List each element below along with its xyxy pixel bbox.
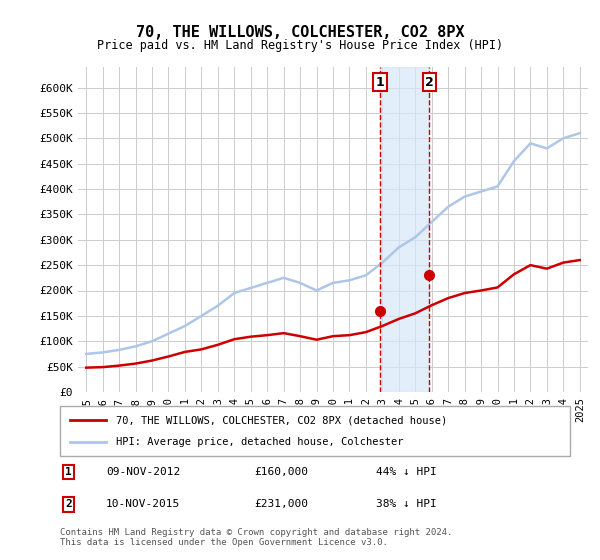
Text: 44% ↓ HPI: 44% ↓ HPI [376,467,437,477]
Text: Price paid vs. HM Land Registry's House Price Index (HPI): Price paid vs. HM Land Registry's House … [97,39,503,52]
Text: Contains HM Land Registry data © Crown copyright and database right 2024.
This d: Contains HM Land Registry data © Crown c… [60,528,452,547]
Text: 2: 2 [65,500,72,509]
Text: 70, THE WILLOWS, COLCHESTER, CO2 8PX: 70, THE WILLOWS, COLCHESTER, CO2 8PX [136,25,464,40]
Text: 10-NOV-2015: 10-NOV-2015 [106,500,180,509]
Text: £160,000: £160,000 [254,467,308,477]
Text: 2: 2 [425,76,434,89]
Bar [380,67,430,392]
Text: £231,000: £231,000 [254,500,308,509]
Text: 70, THE WILLOWS, COLCHESTER, CO2 8PX (detached house): 70, THE WILLOWS, COLCHESTER, CO2 8PX (de… [116,415,448,425]
Text: 38% ↓ HPI: 38% ↓ HPI [376,500,437,509]
Text: 1: 1 [376,76,385,89]
Text: 09-NOV-2012: 09-NOV-2012 [106,467,180,477]
Text: 1: 1 [65,467,72,477]
Text: HPI: Average price, detached house, Colchester: HPI: Average price, detached house, Colc… [116,437,404,447]
FancyBboxPatch shape [60,406,570,456]
